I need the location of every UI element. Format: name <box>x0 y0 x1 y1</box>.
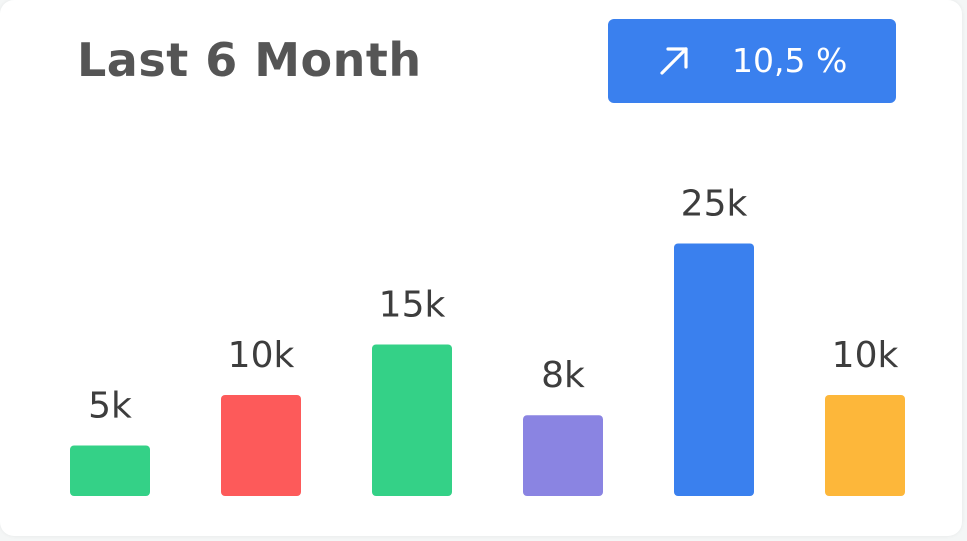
bar-label-1: 5k <box>88 386 132 427</box>
bar-label-6: 10k <box>832 335 899 376</box>
bar-label-3: 15k <box>379 285 446 326</box>
bar-5[interactable] <box>674 243 754 497</box>
growth-value: 10,5 % <box>732 41 848 80</box>
arrow-up-right-icon <box>660 47 688 75</box>
bar-label-5: 25k <box>681 184 748 225</box>
bar-1[interactable] <box>70 445 150 497</box>
bar-label-4: 8k <box>541 355 585 396</box>
bar-2[interactable] <box>221 395 301 496</box>
bar-4[interactable] <box>523 415 603 496</box>
bar-6[interactable] <box>825 395 905 496</box>
growth-badge[interactable]: 10,5 % <box>608 19 896 103</box>
page-title: Last 6 Month <box>77 33 422 87</box>
bar-label-2: 10k <box>228 335 295 376</box>
bar-3[interactable] <box>372 344 452 497</box>
